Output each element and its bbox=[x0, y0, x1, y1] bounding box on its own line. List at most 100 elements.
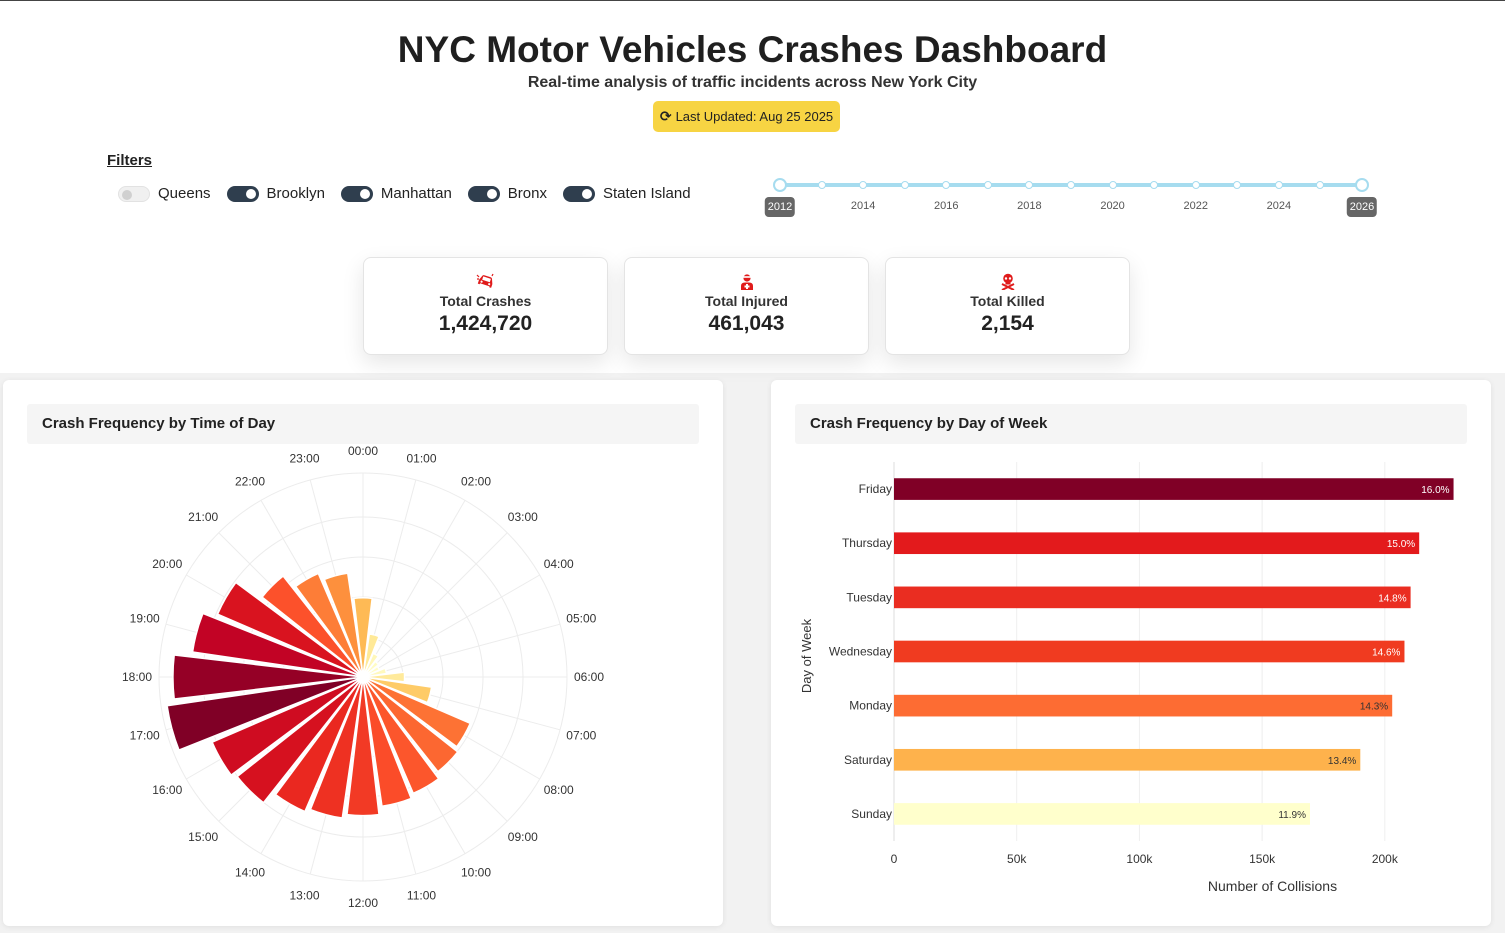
bar-saturday[interactable] bbox=[894, 748, 1361, 771]
toggle-staten-island[interactable]: Staten Island bbox=[562, 185, 691, 202]
polar-tick-label: 21:00 bbox=[188, 510, 218, 524]
polar-tick-label: 01:00 bbox=[406, 452, 436, 466]
polar-tick-label: 00:00 bbox=[348, 444, 378, 458]
x-tick-label: 150k bbox=[1249, 852, 1276, 866]
polar-tick-label: 19:00 bbox=[130, 612, 160, 626]
toggle-queens[interactable]: Queens bbox=[118, 185, 211, 202]
bar-friday[interactable] bbox=[894, 478, 1454, 500]
y-tick-label: Tuesday bbox=[846, 590, 892, 604]
slider-mark[interactable] bbox=[1108, 181, 1117, 189]
bar-thursday[interactable] bbox=[894, 532, 1420, 555]
polar-bar-2200[interactable] bbox=[294, 572, 364, 678]
bar-monday[interactable] bbox=[894, 694, 1393, 717]
polar-bar-1600[interactable] bbox=[211, 676, 364, 777]
x-tick-label: 200k bbox=[1372, 852, 1399, 866]
polar-bar-1400[interactable] bbox=[274, 676, 364, 813]
polar-tick-label: 22:00 bbox=[235, 474, 265, 488]
slider-mark[interactable] bbox=[983, 181, 992, 189]
toggle-switch[interactable] bbox=[226, 185, 259, 202]
y-axis-label: Day of Week bbox=[799, 618, 814, 693]
polar-bar-1000[interactable] bbox=[362, 676, 440, 795]
slider-mark[interactable] bbox=[1274, 181, 1283, 189]
polar-chart: 00:00 01:00 02:00 03:00 04:00 05:00 06:00 07:00… bbox=[122, 444, 604, 910]
slider-mark[interactable] bbox=[817, 181, 826, 189]
slider-mark[interactable] bbox=[1067, 181, 1075, 189]
polar-bar-1300[interactable] bbox=[309, 676, 364, 819]
y-tick-label: Sunday bbox=[851, 807, 892, 821]
slider-mark[interactable] bbox=[942, 181, 951, 189]
kpi-total-crashes: Total Crashes 1,424,720 bbox=[363, 257, 608, 355]
polar-bar-0300[interactable] bbox=[362, 660, 380, 678]
toggle-brooklyn[interactable]: Brooklyn bbox=[226, 185, 325, 202]
polar-bar-2000[interactable] bbox=[216, 581, 364, 678]
slider-value-badge: 2012 bbox=[764, 197, 796, 217]
slider-mark[interactable] bbox=[1233, 181, 1242, 189]
polar-bar-2300[interactable] bbox=[323, 572, 364, 678]
toggle-switch[interactable] bbox=[467, 185, 500, 202]
polar-tick-label: 14:00 bbox=[235, 866, 265, 880]
toggle-switch[interactable] bbox=[340, 185, 373, 202]
polar-bar-0000[interactable] bbox=[353, 597, 373, 678]
bar-sunday[interactable] bbox=[894, 803, 1310, 825]
polar-bar-1900[interactable] bbox=[191, 612, 364, 678]
polar-tick-label: 12:00 bbox=[348, 896, 378, 910]
slider-handle-start[interactable] bbox=[773, 178, 787, 192]
slider-tick-label: 2014 bbox=[850, 200, 876, 212]
polar-bar-0800[interactable] bbox=[362, 676, 472, 748]
kpi-value: 2,154 bbox=[981, 312, 1034, 335]
day-of-week-panel: Crash Frequency by Day of Week 0 50k 100k 1… bbox=[771, 380, 1491, 926]
toggle-label: Bronx bbox=[507, 185, 547, 202]
polar-tick-label: 07:00 bbox=[566, 728, 596, 742]
y-tick-label: Thursday bbox=[842, 536, 892, 550]
toggle-switch[interactable] bbox=[118, 185, 150, 202]
bar-data-label: 14.8% bbox=[1378, 593, 1406, 604]
slider-mark[interactable] bbox=[859, 181, 868, 189]
polar-tick-label: 18:00 bbox=[122, 670, 152, 684]
slider-tick-label: 2018 bbox=[1017, 200, 1042, 212]
kpi-label: Total Crashes bbox=[439, 293, 532, 309]
kpi-label: Total Killed bbox=[970, 293, 1045, 309]
slider-mark[interactable] bbox=[1191, 181, 1200, 189]
x-tick-label: 50k bbox=[1007, 852, 1027, 866]
polar-bar-1200[interactable] bbox=[346, 676, 380, 817]
bar-data-label: 14.6% bbox=[1372, 648, 1400, 659]
chart-title: Crash Frequency by Day of Week bbox=[795, 404, 1467, 444]
injured-person-icon bbox=[625, 273, 868, 291]
slider-mark[interactable] bbox=[900, 181, 909, 189]
polar-bar-1100[interactable] bbox=[362, 676, 413, 808]
slider-mark[interactable] bbox=[1316, 181, 1325, 189]
bar-tuesday[interactable] bbox=[894, 586, 1411, 609]
slider-mark[interactable] bbox=[1025, 181, 1034, 189]
toggle-bronx[interactable]: Bronx bbox=[467, 185, 547, 202]
bar-data-label: 15.0% bbox=[1387, 539, 1415, 550]
bar-chart: 0 50k 100k 150k 200k 16.0% Friday 15.0% Thursday… bbox=[799, 462, 1454, 894]
toggle-label: Queens bbox=[158, 185, 211, 202]
toggle-switch[interactable] bbox=[562, 185, 595, 202]
polar-tick-label: 17:00 bbox=[130, 728, 160, 742]
polar-tick-label: 13:00 bbox=[289, 888, 319, 902]
kpi-total-killed: Total Killed 2,154 bbox=[885, 257, 1130, 355]
x-tick-label: 0 bbox=[891, 852, 898, 866]
slider-mark[interactable] bbox=[1150, 181, 1159, 189]
year-range-slider[interactable]: 2012 2026 2014 2016 2018 2020 2022 2024 bbox=[764, 176, 1380, 226]
bar-wednesday[interactable] bbox=[894, 640, 1405, 663]
polar-bar-1700[interactable] bbox=[166, 676, 364, 751]
toggle-manhattan[interactable]: Manhattan bbox=[340, 185, 452, 202]
time-of-day-panel: Crash Frequency by Time of Day 00:00 01:0… bbox=[3, 380, 723, 926]
page-subtitle: Real-time analysis of traffic incidents … bbox=[527, 74, 978, 91]
polar-bar-0600[interactable] bbox=[362, 671, 406, 683]
polar-bar-1500[interactable] bbox=[236, 676, 364, 804]
polar-bar-1800[interactable] bbox=[172, 654, 364, 700]
polar-bars bbox=[166, 572, 472, 819]
slider-tick-label: 2020 bbox=[1100, 200, 1125, 212]
polar-tick-label: 05:00 bbox=[566, 612, 596, 626]
polar-bar-0700[interactable] bbox=[362, 676, 433, 704]
polar-bar-2100[interactable] bbox=[261, 575, 364, 678]
chart-title: Crash Frequency by Time of Day bbox=[27, 404, 699, 444]
skull-crossbones-icon bbox=[886, 273, 1129, 291]
slider-handle-end[interactable] bbox=[1355, 178, 1369, 192]
x-tick-label: 100k bbox=[1126, 852, 1153, 866]
slider-tick-label: 2024 bbox=[1266, 200, 1292, 212]
polar-bar-0900[interactable] bbox=[362, 676, 459, 773]
slider-tick-label: 2016 bbox=[934, 200, 959, 212]
